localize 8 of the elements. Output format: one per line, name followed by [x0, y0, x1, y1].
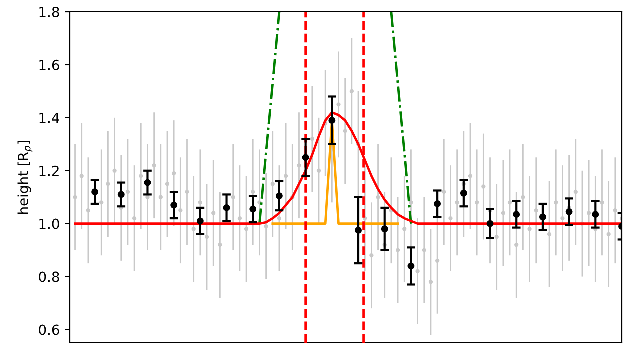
y-tick-label: 0.6 [39, 324, 60, 336]
y-tick-label: 1.6 [40, 60, 60, 70]
y-tick-label: 0.8 [39, 272, 60, 282]
y-axis-title: height [R$_{p}$] [18, 141, 33, 214]
y-tick-label: 1.8 [40, 6, 60, 18]
y-tick-label: 1.0 [40, 218, 60, 230]
y-tick-label: 1.2 [40, 166, 59, 176]
y-tick-label: 1.4 [40, 113, 60, 124]
